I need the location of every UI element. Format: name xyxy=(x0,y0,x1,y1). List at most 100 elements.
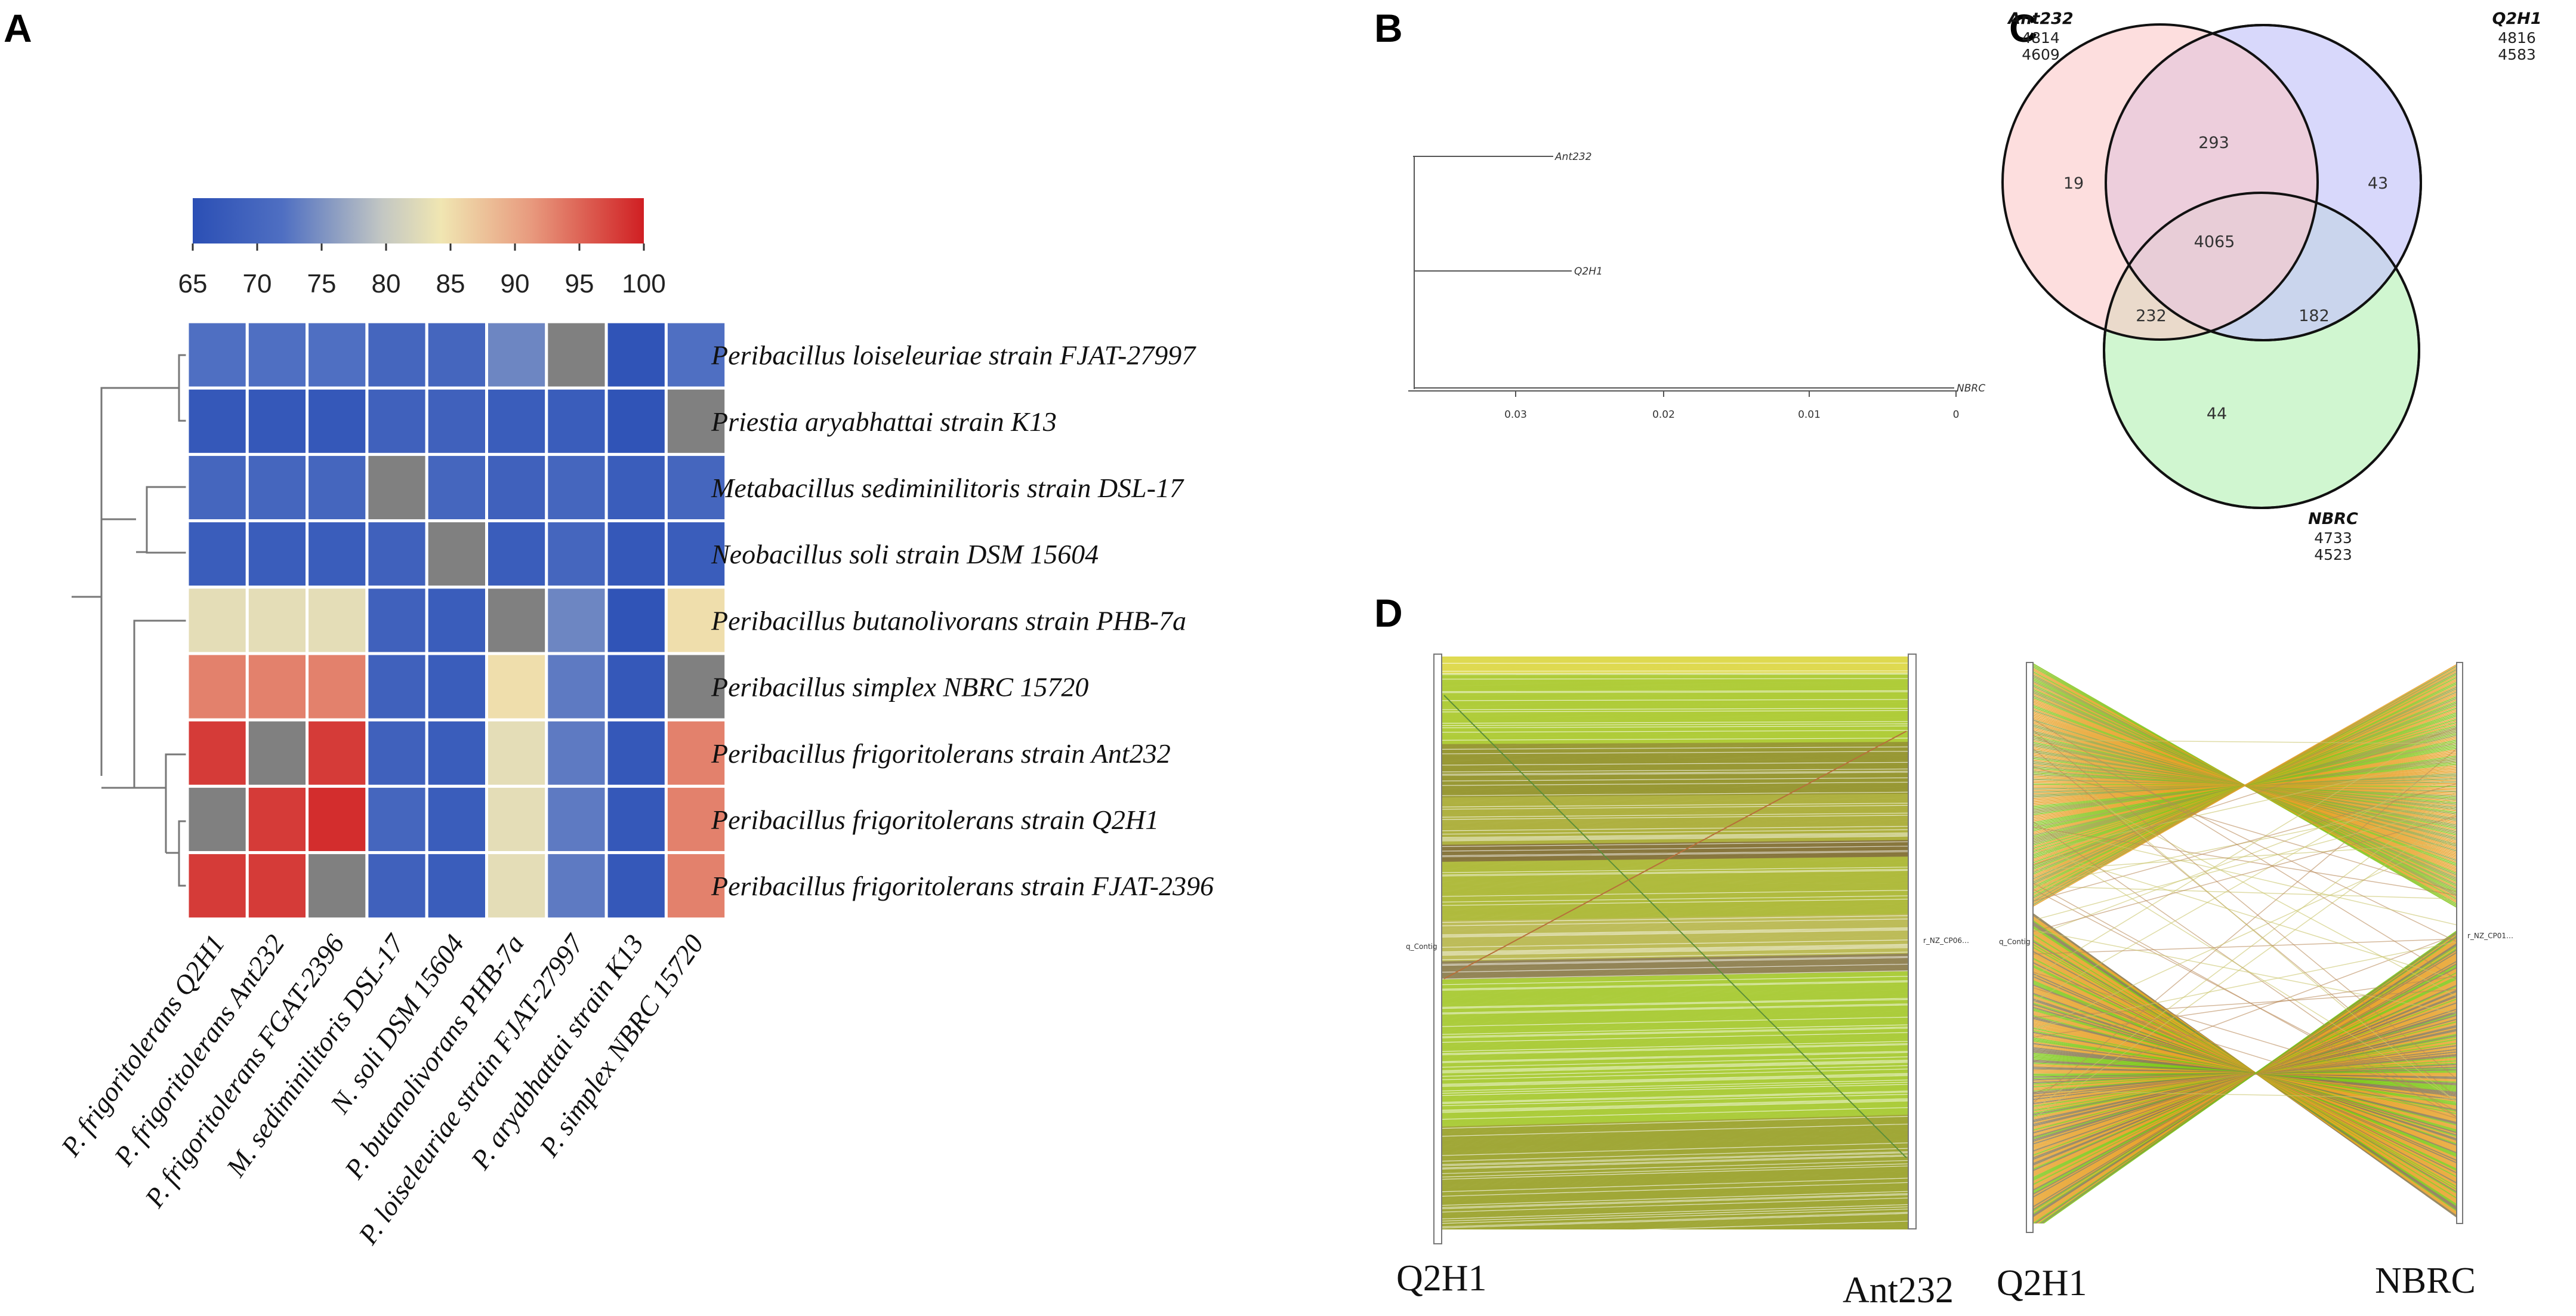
synteny-link xyxy=(1441,1139,1909,1153)
heatmap-cell xyxy=(245,652,309,722)
heatmap-cell xyxy=(604,585,668,655)
synteny-link xyxy=(1441,790,1909,796)
synteny-gap xyxy=(1441,1041,1909,1052)
synteny-link xyxy=(1441,1174,1909,1189)
tree-tick-0.03: 0.03 xyxy=(1504,409,1527,421)
synteny-link xyxy=(1441,1023,1909,1034)
synteny-link xyxy=(1441,880,1909,888)
synteny-link xyxy=(1441,886,1909,894)
synteny-link xyxy=(1441,1196,1909,1212)
heatmap-cell xyxy=(664,320,728,390)
synteny-link xyxy=(1441,1112,1909,1126)
synteny-gap xyxy=(1441,945,1909,954)
synteny-link xyxy=(1441,1104,1909,1117)
synteny-link xyxy=(1441,1088,1909,1101)
synteny-link xyxy=(1441,754,1909,758)
heatmap-cell xyxy=(604,386,668,456)
synteny-link xyxy=(1441,958,1909,967)
synteny-link xyxy=(1764,1225,1909,1229)
heatmap-cell xyxy=(545,784,608,855)
synteny-link xyxy=(1441,753,1909,757)
synteny-gap xyxy=(1441,725,1909,729)
synteny-link xyxy=(1441,988,1909,999)
heatmap-cell xyxy=(365,386,428,456)
synteny-link xyxy=(1441,749,1909,754)
synteny-link xyxy=(1441,1207,1909,1223)
synteny-gap xyxy=(1441,869,1909,876)
synteny-link xyxy=(1441,836,1909,843)
synteny-right-chromosome-ant232 xyxy=(1908,654,1917,1229)
heatmap-cell xyxy=(545,652,608,722)
synteny-gap xyxy=(1441,927,1909,936)
heatmap-cell xyxy=(186,851,249,921)
synteny-link xyxy=(1441,816,1909,822)
synteny-link xyxy=(1441,1055,1909,1067)
synteny-link xyxy=(1441,1038,1909,1050)
synteny-link xyxy=(1441,990,1909,1000)
synteny-link xyxy=(1441,755,1909,759)
synteny-gap xyxy=(1441,1032,1909,1043)
synteny-link xyxy=(1441,1114,1909,1128)
synteny-gap xyxy=(1441,723,1909,726)
synteny-link xyxy=(1441,739,1909,744)
colorbar-tick-label: 80 xyxy=(372,269,401,298)
synteny-link xyxy=(1441,683,1909,686)
synteny-gap xyxy=(1441,870,1909,877)
synteny-link xyxy=(1441,705,1909,708)
colorbar-tick-label: 75 xyxy=(307,269,337,298)
synteny-gap xyxy=(1441,829,1909,835)
synteny-gap xyxy=(1441,746,1909,750)
synteny-link xyxy=(1441,873,1909,880)
synteny-link xyxy=(1441,1017,1909,1028)
synteny-link xyxy=(1441,982,1909,993)
synteny-link xyxy=(1799,1226,1909,1229)
heatmap-cell xyxy=(425,386,489,456)
synteny-link xyxy=(1441,1136,1909,1151)
panel-label-c: C xyxy=(2009,6,2038,50)
synteny-link xyxy=(1441,677,1909,679)
synteny-link xyxy=(1441,676,1909,678)
synteny-link xyxy=(1441,1041,1909,1053)
synteny-link xyxy=(1441,778,1909,783)
panel-label-a: A xyxy=(4,6,32,50)
synteny-link xyxy=(1441,782,1909,788)
synteny-gap xyxy=(1441,782,1909,786)
synteny-gap xyxy=(1441,1090,1909,1103)
synteny-link xyxy=(1441,996,1909,1007)
heatmap-cell xyxy=(604,784,668,855)
synteny-link xyxy=(1441,988,1909,998)
heatmap-cell xyxy=(425,851,489,921)
synteny-link xyxy=(1441,797,1909,802)
synteny-link xyxy=(1441,879,1909,886)
synteny-link xyxy=(1441,871,1909,878)
synteny-link xyxy=(1441,810,1909,816)
synteny-gap xyxy=(1441,1028,1909,1038)
heatmap-row-label: Metabacillus sediminilitoris strain DSL-… xyxy=(711,473,1184,503)
synteny-link xyxy=(1441,1118,1909,1133)
heatmap-cell xyxy=(186,784,249,855)
synteny-link xyxy=(1441,830,1909,836)
synteny-link xyxy=(1441,1109,1909,1123)
heatmap-cell xyxy=(306,519,369,589)
synteny-gap xyxy=(1441,691,1909,694)
synteny-link xyxy=(1441,897,1909,905)
synteny-link xyxy=(1441,1012,1909,1023)
synteny-gap xyxy=(1441,834,1909,840)
synteny-link xyxy=(1441,809,1909,815)
synteny-link xyxy=(1441,966,1909,976)
synteny-link xyxy=(1441,1175,1909,1191)
synteny-link xyxy=(1441,1095,1909,1108)
synteny-link xyxy=(1441,1071,1909,1084)
synteny-link xyxy=(1441,1030,1909,1041)
synteny-gap xyxy=(1441,1074,1909,1086)
synteny-gap xyxy=(1441,1160,1909,1175)
synteny-link xyxy=(1441,909,1909,918)
synteny-link xyxy=(1441,1121,1909,1135)
heatmap-row-label: Peribacillus frigoritolerans strain Q2H1 xyxy=(711,805,1159,835)
colorbar-tick-label: 100 xyxy=(622,269,665,298)
heatmap-cell xyxy=(545,585,608,655)
synteny-link xyxy=(1441,972,1909,982)
synteny-link xyxy=(1441,901,1909,909)
venn-set-name-q2h1: Q2H1 xyxy=(2492,10,2541,28)
synteny-gap xyxy=(1441,963,1909,973)
